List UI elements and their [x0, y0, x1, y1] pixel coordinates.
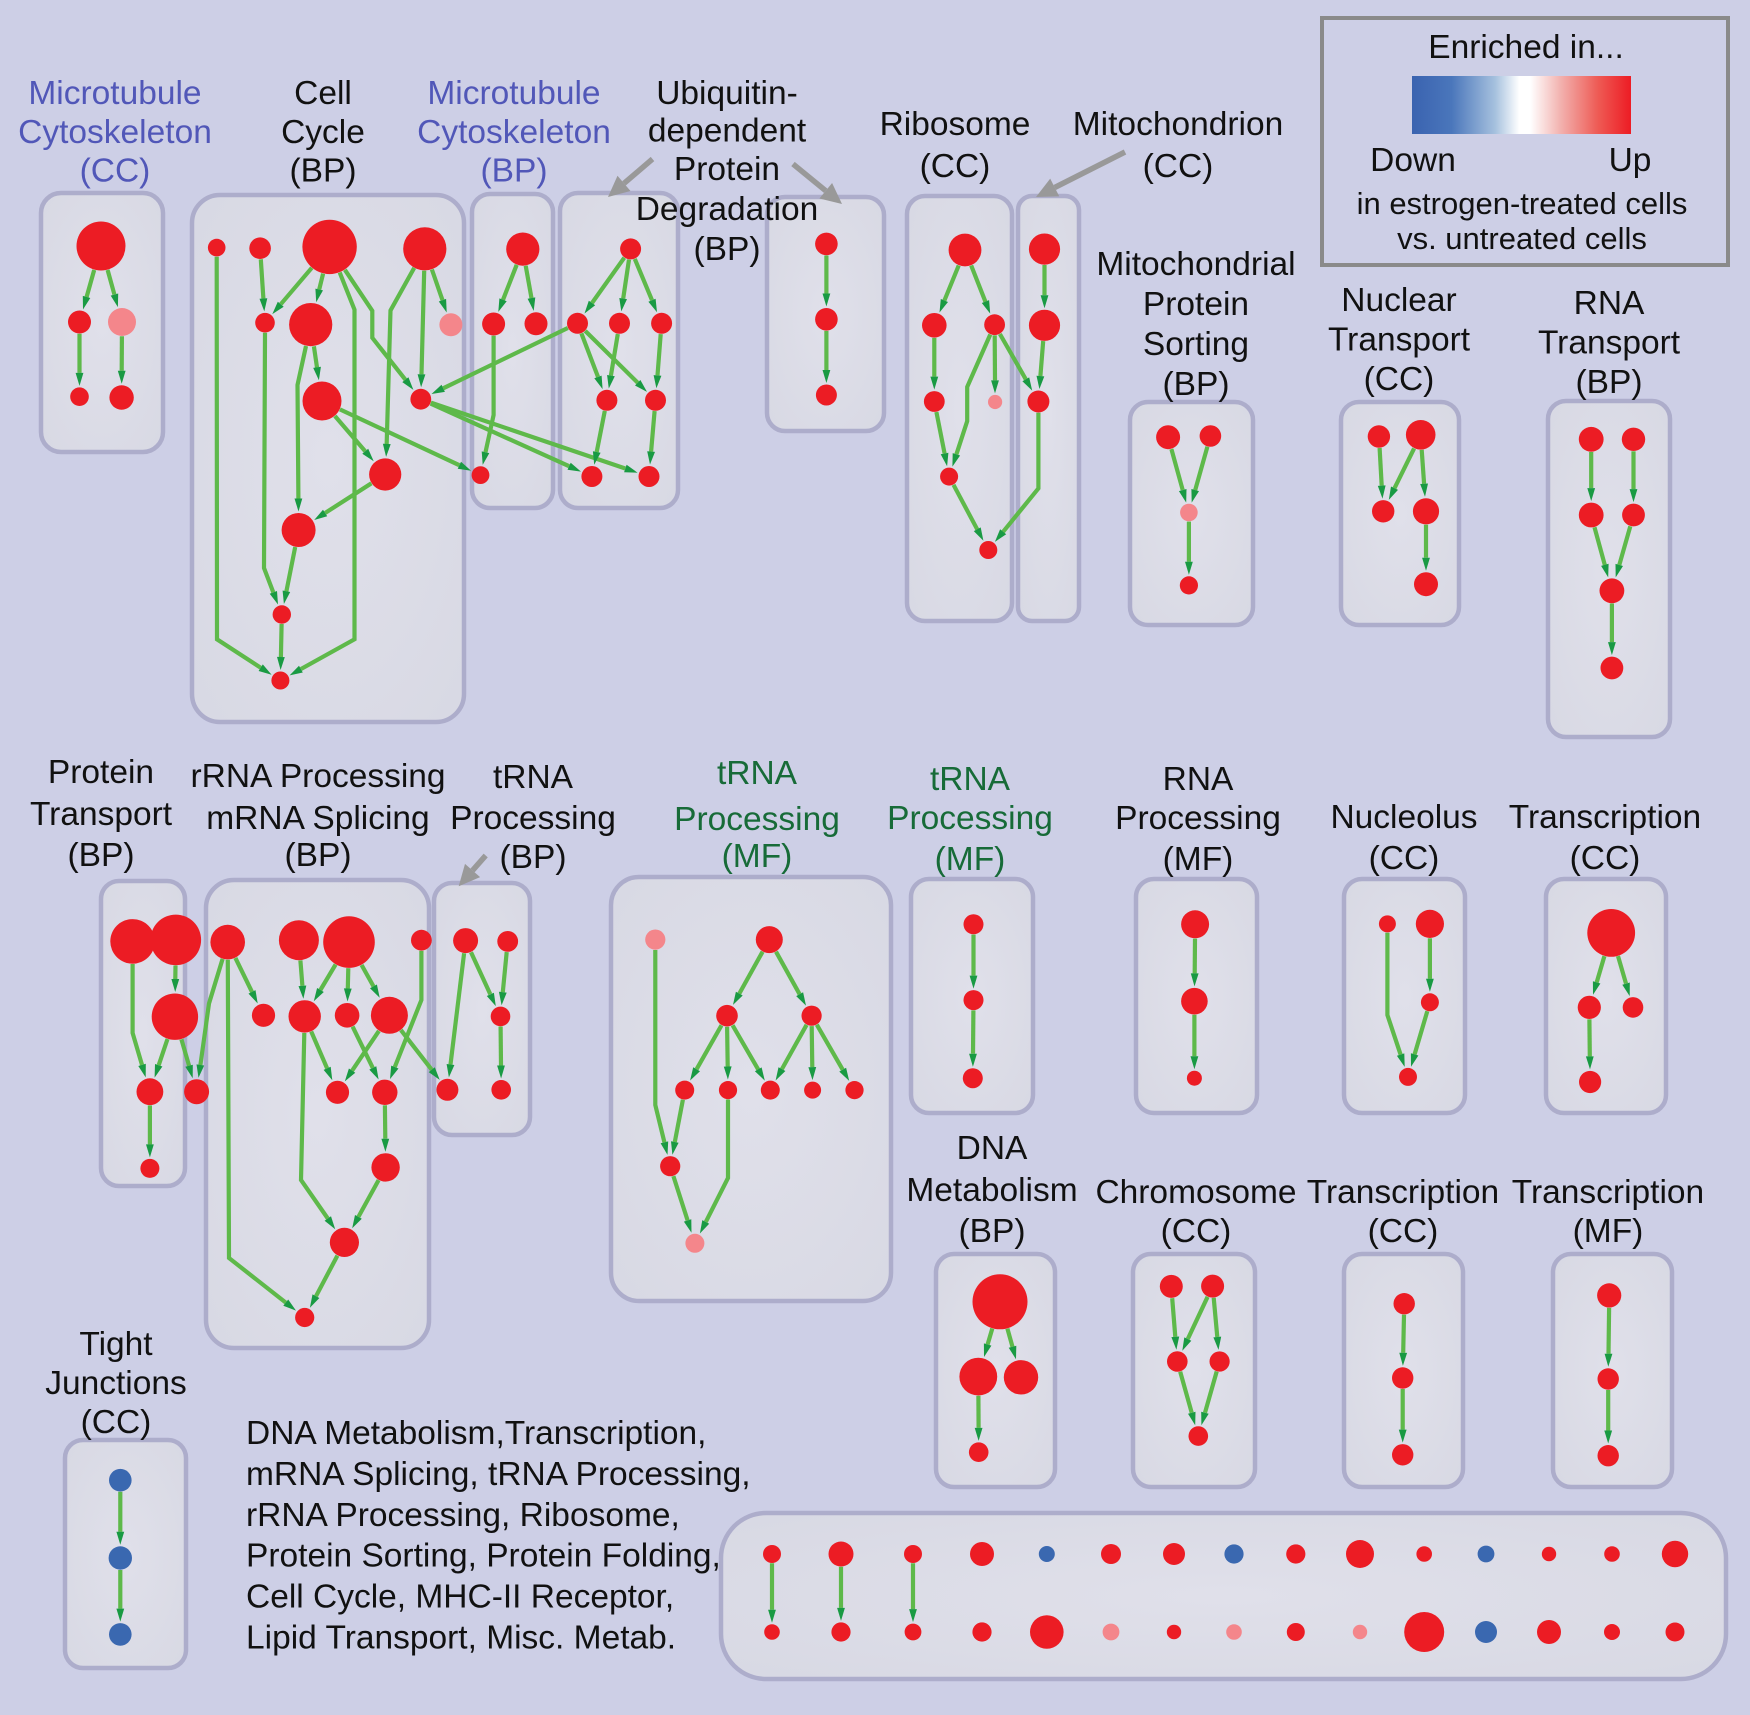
svg-text:Transport: Transport	[1538, 325, 1681, 362]
svg-text:(BP): (BP)	[1576, 364, 1643, 401]
svg-text:Down: Down	[1370, 142, 1456, 179]
svg-text:Cycle: Cycle	[281, 114, 365, 151]
svg-text:Processing: Processing	[887, 800, 1053, 837]
svg-text:rRNA Processing, Ribosome,: rRNA Processing, Ribosome,	[246, 1497, 680, 1534]
svg-text:tRNA: tRNA	[493, 759, 574, 796]
svg-text:Lipid Transport, Misc. Metab.: Lipid Transport, Misc. Metab.	[246, 1620, 676, 1657]
svg-text:Processing: Processing	[1115, 800, 1281, 837]
svg-text:Microtubule: Microtubule	[427, 75, 600, 112]
svg-text:(BP): (BP)	[285, 837, 352, 874]
svg-text:dependent: dependent	[648, 113, 807, 150]
svg-text:(BP): (BP)	[500, 839, 567, 876]
svg-text:mRNA Splicing: mRNA Splicing	[206, 800, 429, 837]
svg-text:mRNA Splicing, tRNA Processing: mRNA Splicing, tRNA Processing,	[246, 1456, 751, 1493]
svg-text:Chromosome: Chromosome	[1095, 1174, 1296, 1211]
svg-text:(MF): (MF)	[1163, 841, 1234, 878]
svg-text:DNA Metabolism,Transcription,: DNA Metabolism,Transcription,	[246, 1415, 706, 1452]
svg-text:(CC): (CC)	[1143, 148, 1214, 185]
svg-text:Cell: Cell	[294, 75, 352, 112]
svg-text:Processing: Processing	[450, 800, 616, 837]
svg-text:Microtubule: Microtubule	[28, 75, 201, 112]
svg-text:RNA: RNA	[1163, 761, 1234, 798]
svg-text:tRNA: tRNA	[930, 761, 1011, 798]
svg-text:(CC): (CC)	[1369, 840, 1440, 877]
svg-text:Nucleolus: Nucleolus	[1330, 799, 1477, 836]
svg-text:(BP): (BP)	[481, 153, 548, 190]
svg-text:Processing: Processing	[674, 801, 840, 838]
svg-text:Transcription: Transcription	[1512, 1174, 1704, 1211]
svg-text:(CC): (CC)	[920, 148, 991, 185]
svg-text:Nuclear: Nuclear	[1341, 282, 1456, 319]
svg-text:Cytoskeleton: Cytoskeleton	[417, 114, 611, 151]
svg-text:Transport: Transport	[30, 796, 173, 833]
svg-text:(CC): (CC)	[1161, 1213, 1232, 1250]
svg-text:Up: Up	[1609, 142, 1652, 179]
svg-text:Ubiquitin-: Ubiquitin-	[656, 75, 798, 112]
svg-text:Cell Cycle, MHC-II Receptor,: Cell Cycle, MHC-II Receptor,	[246, 1579, 674, 1616]
svg-text:Cytoskeleton: Cytoskeleton	[18, 114, 212, 151]
svg-text:(CC): (CC)	[1570, 840, 1641, 877]
svg-text:(MF): (MF)	[722, 838, 793, 875]
svg-text:RNA: RNA	[1574, 285, 1645, 322]
svg-text:Mitochondrial: Mitochondrial	[1096, 246, 1295, 283]
svg-text:(BP): (BP)	[959, 1213, 1026, 1250]
svg-text:DNA: DNA	[957, 1130, 1028, 1167]
svg-text:Tight: Tight	[79, 1326, 153, 1363]
svg-text:Protein: Protein	[1143, 286, 1249, 323]
svg-text:(CC): (CC)	[1368, 1213, 1439, 1250]
svg-text:Junctions: Junctions	[45, 1365, 187, 1402]
svg-text:(CC): (CC)	[1364, 361, 1435, 398]
svg-text:Protein: Protein	[48, 754, 154, 791]
svg-text:Sorting: Sorting	[1143, 326, 1249, 363]
svg-text:(BP): (BP)	[290, 153, 357, 190]
svg-text:(BP): (BP)	[68, 837, 135, 874]
svg-text:Protein Sorting, Protein Foldi: Protein Sorting, Protein Folding,	[246, 1538, 721, 1575]
svg-text:(BP): (BP)	[694, 231, 761, 268]
svg-text:Metabolism: Metabolism	[906, 1172, 1077, 1209]
svg-text:(MF): (MF)	[1573, 1213, 1644, 1250]
svg-text:(BP): (BP)	[1163, 366, 1230, 403]
svg-text:(CC): (CC)	[81, 1404, 152, 1441]
svg-text:Protein: Protein	[674, 151, 780, 188]
svg-text:Degradation: Degradation	[636, 191, 819, 228]
svg-text:vs. untreated cells: vs. untreated cells	[1397, 221, 1647, 256]
svg-text:(MF): (MF)	[935, 841, 1006, 878]
svg-text:Ribosome: Ribosome	[880, 106, 1031, 143]
svg-text:(CC): (CC)	[80, 153, 151, 190]
svg-text:Transcription: Transcription	[1307, 1174, 1499, 1211]
svg-text:rRNA Processing: rRNA Processing	[190, 758, 445, 795]
svg-text:Mitochondrion: Mitochondrion	[1073, 106, 1283, 143]
svg-text:Transport: Transport	[1328, 322, 1471, 359]
svg-text:Enriched in...: Enriched in...	[1428, 29, 1624, 66]
svg-text:in estrogen-treated cells: in estrogen-treated cells	[1357, 186, 1688, 221]
svg-text:tRNA: tRNA	[717, 755, 798, 792]
svg-text:Transcription: Transcription	[1509, 799, 1701, 836]
